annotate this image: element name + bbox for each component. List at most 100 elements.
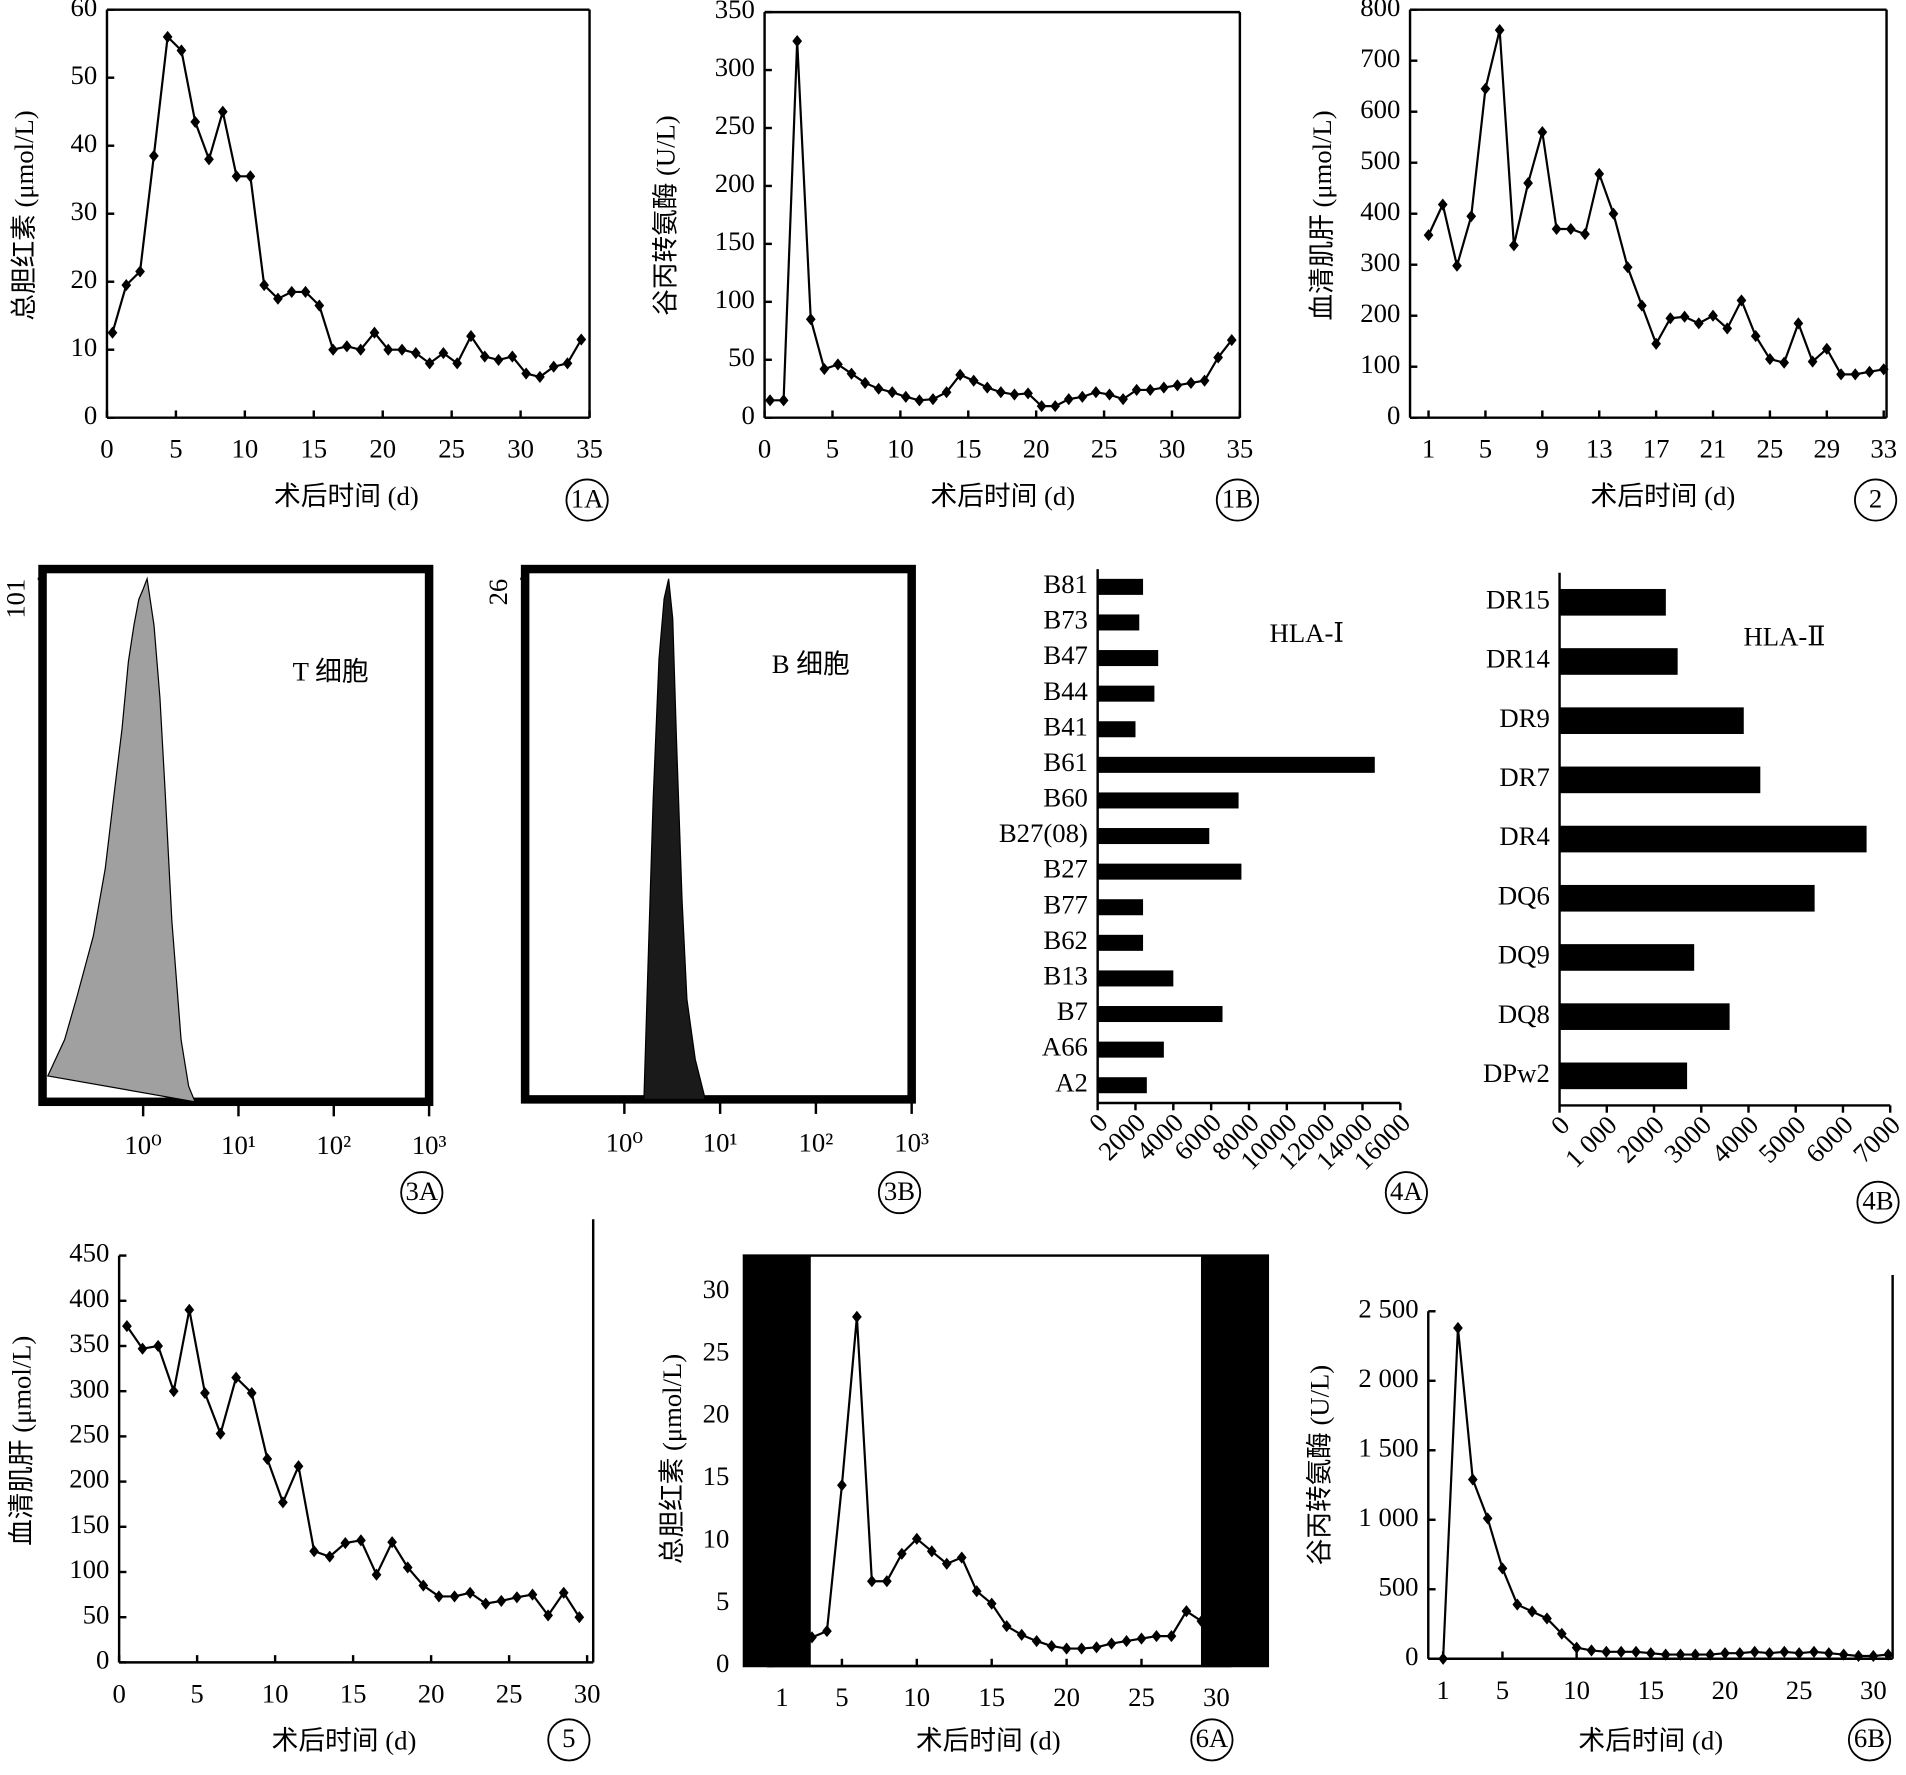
y-tick-label: 100 (715, 284, 755, 314)
y-tick-label: 250 (715, 110, 755, 140)
data-point (324, 1550, 335, 1563)
x-tick-label: 0 (112, 1678, 125, 1708)
data-point (807, 1631, 817, 1644)
data-point (1497, 1562, 1508, 1575)
data-point (1091, 386, 1101, 399)
data-point (493, 353, 504, 366)
data-point (383, 343, 394, 356)
y-tick-label: 800 (1360, 0, 1400, 22)
data-point (480, 1597, 491, 1610)
data-point (1158, 381, 1169, 394)
y-tick-label: B61 (1043, 747, 1088, 777)
bar (1097, 614, 1140, 631)
data-point (1537, 126, 1548, 139)
panel-label: 6B (1854, 1723, 1885, 1753)
x-axis-label: 术后时间 (d) (1591, 481, 1736, 511)
bar (1097, 1041, 1164, 1058)
y-tick-label: 40 (71, 128, 98, 158)
y-tick-label: DQ6 (1498, 880, 1550, 910)
data-point (1764, 1647, 1775, 1660)
x-tick-label: 20 (1023, 434, 1050, 464)
data-point (1637, 299, 1647, 312)
bar (1559, 766, 1761, 794)
data-point (881, 1575, 892, 1588)
x-tick-label: 25 (1091, 434, 1118, 464)
bar (1559, 884, 1815, 912)
y-tick-label: 1 500 (1358, 1432, 1418, 1462)
x-tick-label: 17 (1643, 434, 1670, 464)
data-point (911, 1532, 922, 1545)
x-tick-label: 10² (799, 1128, 834, 1158)
y-axis-label: 血清肌肝 (μmol/L) (6, 1336, 36, 1546)
x-tick-label: 15 (1637, 1675, 1664, 1705)
x-tick-label: 20 (1712, 1675, 1739, 1705)
y-tick-label: 200 (69, 1464, 109, 1494)
x-axis-label: 术后时间 (d) (916, 1726, 1061, 1756)
y-tick-label: 0 (1405, 1641, 1418, 1671)
y-tick-label: 50 (83, 1599, 110, 1629)
data-point (1480, 82, 1491, 95)
x-axis-label: 术后时间 (d) (274, 481, 419, 511)
data-point (1779, 356, 1790, 369)
data-point (986, 1597, 997, 1610)
data-point (1061, 1642, 1072, 1655)
data-point (1145, 383, 1156, 396)
x-tick-label: 10 (887, 434, 914, 464)
x-tick-label: 33 (1870, 434, 1897, 464)
y-tick-label: DQ8 (1498, 999, 1550, 1029)
y-tick-label: 100 (69, 1554, 109, 1584)
x-tick-label: 10³ (894, 1128, 929, 1158)
x-tick-label: 10 (231, 434, 258, 464)
y-tick-label: 400 (69, 1283, 109, 1313)
data-point (434, 1590, 444, 1603)
data-point (955, 368, 965, 381)
data-point (387, 1536, 397, 1549)
y-tick-label: 350 (69, 1328, 109, 1358)
x-tick-label: 10² (316, 1130, 351, 1160)
y-tick-label: 500 (1378, 1571, 1418, 1601)
annotation: T 细胞 (293, 657, 369, 687)
data-point (1438, 1652, 1448, 1665)
x-tick-label: 1 (1422, 434, 1435, 464)
data-point (231, 170, 242, 183)
panel-label-circle (877, 1171, 922, 1215)
data-point (148, 149, 159, 162)
x-tick-label: 10 (262, 1678, 289, 1708)
data-point (1850, 368, 1861, 381)
x-tick-label: 35 (576, 434, 603, 464)
data-point (184, 1303, 195, 1316)
x-tick-label: 20 (418, 1678, 445, 1708)
data-point (369, 326, 380, 339)
y-tick-label: 150 (69, 1509, 109, 1539)
y-tick-label: DR4 (1499, 821, 1549, 851)
panel-label-circle (1215, 478, 1260, 522)
data-point (340, 1537, 351, 1550)
data-point (314, 299, 325, 312)
data-point (1736, 294, 1747, 307)
data-point (1151, 1630, 1162, 1643)
data-point (1675, 1648, 1686, 1661)
data-point (1821, 342, 1832, 355)
y-tick-label: B62 (1043, 925, 1088, 955)
data-point (819, 362, 830, 376)
data-point (1077, 390, 1088, 403)
y-tick-label: 350 (715, 0, 755, 24)
x-tick-label: 1 (1436, 1675, 1449, 1705)
bar (1559, 944, 1695, 971)
data-point (168, 1385, 179, 1398)
panel-label-circle (1190, 1718, 1234, 1762)
y-tick-label: 150 (715, 226, 755, 256)
y-tick-label: 250 (69, 1419, 109, 1449)
y-tick-label: B44 (1043, 676, 1088, 706)
panel-label-circle (1384, 1171, 1428, 1215)
data-point (1050, 400, 1061, 413)
x-tick-label: 30 (1159, 434, 1186, 464)
black-block (1200, 1255, 1268, 1667)
y-tick-label: 450 (69, 1238, 109, 1268)
bar (1097, 1006, 1223, 1023)
data-point (122, 1320, 132, 1333)
data-point (1565, 222, 1576, 236)
data-point (1645, 1647, 1656, 1660)
panel-label: 1B (1222, 483, 1253, 513)
y-tick-label: 300 (715, 52, 755, 82)
